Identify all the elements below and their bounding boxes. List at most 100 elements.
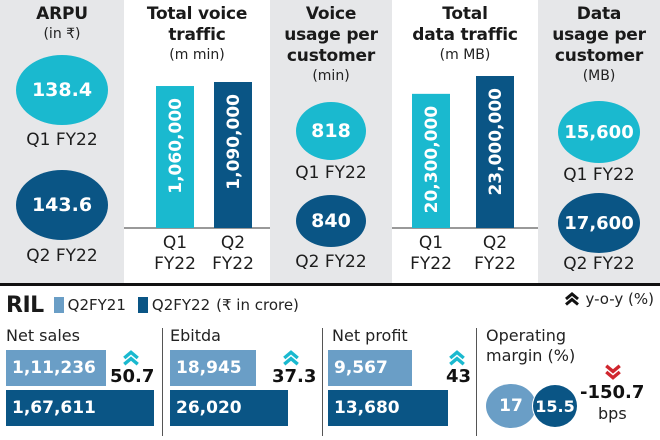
panel-divider [322, 328, 323, 436]
bar-value-label: 20,300,000 [422, 106, 442, 214]
ril-financials-section: RIL Q2FY21 Q2FY22 (₹ in crore) y-o-y (%)… [0, 286, 660, 440]
ebitda-q2fy21-value: 18,945 [176, 358, 242, 378]
net-profit-q2fy22-bar: 13,680 [328, 390, 448, 426]
net-sales-q2fy21-bar: 1,11,236 [6, 350, 106, 386]
voice-traffic-title-line1: Total voice [146, 4, 248, 24]
data-usage-unit: (MB) [582, 68, 616, 84]
legend-label-q2fy21: Q2FY21 [67, 296, 126, 314]
ril-title: RIL [6, 292, 44, 318]
bar-value-label: 1,090,000 [224, 94, 244, 190]
net-profit-yoy-change: 43 [446, 366, 472, 387]
ebitda-label: Ebitda [170, 326, 221, 345]
voice-usage-q1-bubble: 818 [296, 102, 366, 160]
ebitda-panel: Ebitda 18,945 26,020 37.3 [170, 326, 320, 436]
op-margin-change: -150.7 [580, 382, 645, 403]
op-margin-label-line2: margin (%) [486, 346, 576, 365]
data-usage-title-line1: Data [576, 4, 622, 24]
ebitda-q2fy22-value: 26,020 [176, 398, 242, 418]
bar-value-label: 23,000,000 [486, 88, 506, 196]
x-tick-label: FY22 [474, 254, 516, 274]
voice-usage-title-line1: Voice [305, 4, 357, 24]
arpu-unit: (in ₹) [43, 26, 81, 42]
ebitda-q2fy22-bar: 26,020 [170, 390, 288, 426]
x-tick-label: Q1 [419, 233, 443, 253]
data-usage-title-line3: customer [554, 46, 644, 66]
op-margin-q2fy21-bubble: 17 [486, 384, 536, 428]
unit-note: (₹ in crore) [216, 296, 299, 314]
arpu-q1-value: 138.4 [31, 79, 93, 101]
bar-1 [412, 93, 450, 228]
net-sales-panel: Net sales 1,11,236 1,67,611 50.7 [6, 326, 162, 436]
arpu-q1-label: Q1 FY22 [26, 130, 98, 150]
data-traffic-title-line1: Total [442, 4, 488, 24]
op-margin-q2fy22-bubble: 15.5 [532, 384, 578, 428]
ebitda-q2fy21-bar: 18,945 [170, 350, 256, 386]
data-usage-q2-label: Q2 FY22 [563, 254, 635, 274]
voice-usage-q1-label: Q1 FY22 [295, 163, 367, 183]
net-profit-q2fy21-value: 9,567 [334, 358, 388, 378]
panel-divider [476, 328, 477, 436]
net-sales-q2fy22-value: 1,67,611 [12, 398, 96, 418]
legend-swatch-q2fy22 [137, 297, 148, 313]
data-usage-panel: Data usage per customer (MB) 15,600 Q1 F… [538, 0, 660, 284]
voice-usage-title-line2: usage per [284, 25, 378, 45]
arpu-q2-value: 143.6 [31, 194, 93, 216]
data-traffic-panel: Total data traffic (m MB) 20,300,000 Q1 FY… [392, 0, 538, 284]
up-chevron-icon [449, 350, 465, 366]
arpu-title: ARPU [36, 4, 88, 24]
up-chevron-icon [283, 350, 299, 366]
data-usage-title-line2: usage per [552, 25, 646, 45]
voice-traffic-panel: Total voice traffic (m min) 1,060,000 Q1 F… [124, 0, 270, 284]
voice-usage-panel: Voice usage per customer (min) 818 Q1 FY… [270, 0, 392, 284]
net-profit-q2fy22-value: 13,680 [334, 398, 400, 418]
legend-label-q2fy22: Q2FY22 [151, 296, 211, 314]
arpu-panel: ARPU (in ₹) 138.4 Q1 FY22 143.6 Q2 FY22 [0, 0, 124, 284]
x-tick-label: FY22 [410, 254, 452, 274]
section-divider [0, 283, 660, 286]
data-traffic-title-line2: data traffic [412, 25, 518, 45]
arpu-q2-label: Q2 FY22 [26, 246, 98, 266]
panel-divider [162, 328, 163, 436]
x-tick-label: FY22 [154, 254, 196, 274]
bar-2 [476, 76, 514, 228]
op-margin-change-unit: bps [598, 404, 627, 423]
voice-usage-q2-bubble: 840 [296, 195, 366, 247]
x-tick-label: FY22 [212, 254, 254, 274]
voice-traffic-title-line2: traffic [168, 25, 226, 45]
x-tick-label: Q1 [163, 233, 187, 253]
yoy-label: y-o-y (%) [585, 290, 654, 308]
op-margin-label-line1: Operating [486, 326, 566, 345]
up-chevron-icon [123, 350, 139, 366]
data-usage-q1-value: 15,600 [564, 121, 634, 143]
voice-usage-q2-label: Q2 FY22 [295, 252, 367, 272]
net-profit-q2fy21-bar: 9,567 [328, 350, 412, 386]
data-usage-q1-label: Q1 FY22 [563, 165, 635, 185]
yoy-legend: y-o-y (%) [564, 290, 654, 308]
x-tick-label: Q2 [483, 233, 507, 253]
bar-1 [156, 86, 194, 229]
net-profit-label: Net profit [332, 326, 408, 345]
net-profit-panel: Net profit 9,567 13,680 43 [328, 326, 474, 436]
operating-margin-panel: Operating margin (%) 17 15.5 -150.7 bps [486, 326, 658, 436]
voice-usage-q2-value: 840 [311, 210, 351, 232]
net-sales-q2fy22-bar: 1,67,611 [6, 390, 154, 426]
voice-usage-unit: (min) [312, 68, 350, 84]
ril-legend-row: RIL Q2FY21 Q2FY22 (₹ in crore) [6, 292, 654, 318]
down-chevron-icon [605, 364, 621, 380]
legend-swatch-q2fy21 [53, 297, 64, 313]
arpu-q2-bubble: 143.6 [16, 170, 108, 240]
op-margin-q2fy21-value: 17 [499, 396, 523, 416]
op-margin-q2fy22-value: 15.5 [535, 396, 575, 416]
x-tick-label: Q2 [221, 233, 245, 253]
ebitda-yoy-change: 37.3 [272, 366, 317, 387]
net-sales-yoy-change: 50.7 [110, 366, 155, 387]
bar-value-label: 1,060,000 [166, 98, 186, 194]
arpu-q1-bubble: 138.4 [16, 55, 108, 125]
data-usage-q2-bubble: 17,600 [558, 193, 640, 253]
data-traffic-unit: (m MB) [439, 47, 491, 63]
double-chevron-up-icon [565, 292, 580, 306]
net-sales-q2fy21-value: 1,11,236 [12, 358, 96, 378]
voice-traffic-unit: (m min) [169, 47, 225, 63]
